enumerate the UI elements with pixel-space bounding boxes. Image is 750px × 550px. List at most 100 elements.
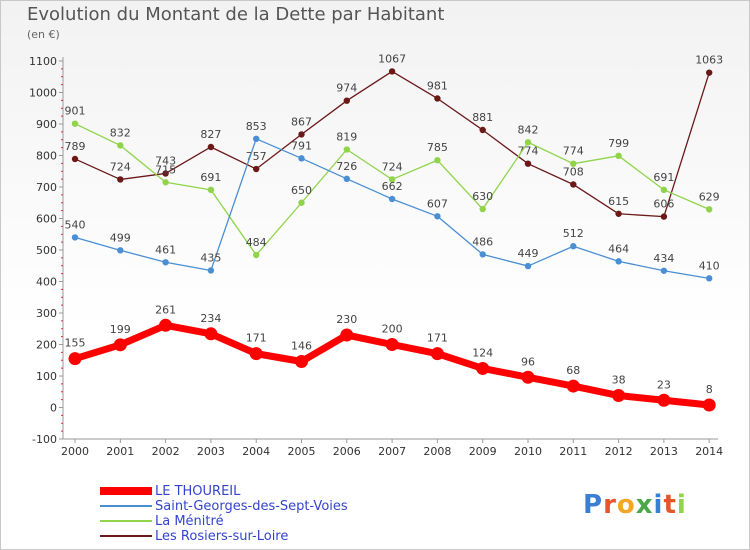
logo-letter: t [663,490,677,520]
data-point [706,69,713,76]
data-point [162,179,169,186]
legend-label: Saint-Georges-des-Sept-Voies [155,499,348,514]
data-point [702,398,716,412]
data-point [524,262,532,270]
data-point [706,275,713,282]
data-label: 486 [472,235,493,248]
data-point [159,318,173,332]
data-point [570,160,577,167]
data-label: 171 [246,332,267,345]
data-point [68,352,82,366]
chart-title: Evolution du Montant de la Dette par Hab… [27,4,445,25]
chart-subtitle: (en €) [27,28,60,41]
data-label: 785 [427,141,448,154]
logo-letter: i [676,490,687,520]
data-label: 512 [563,227,584,240]
data-label: 662 [382,180,403,193]
data-label: 842 [518,123,539,136]
data-point [71,155,79,163]
y-tick-label: 0 [50,402,57,415]
x-tick-label: 2008 [423,445,451,458]
x-tick-label: 2010 [514,445,542,458]
data-label: 881 [472,111,493,124]
logo-letter: i [653,490,664,520]
data-label: 819 [336,131,357,144]
data-label: 540 [65,218,86,231]
data-label: 630 [472,190,493,203]
data-point [476,361,490,375]
data-label: 499 [110,231,131,244]
y-tick-label: -100 [32,433,57,446]
logo-letter: o [616,490,636,520]
data-label: 38 [612,374,626,387]
data-label: 789 [65,140,86,153]
logo-letter: P [583,490,604,520]
y-tick-label: 600 [36,213,57,226]
data-label: 124 [472,346,493,359]
data-point [566,379,580,393]
data-label: 827 [200,128,221,141]
x-tick-label: 2011 [559,445,587,458]
data-point [570,243,577,250]
data-label: 853 [246,120,267,133]
proxiti-logo: Proxiti [583,490,687,520]
data-label: 261 [155,303,176,316]
data-point [253,251,260,259]
legend-label: La Ménitré [155,514,224,529]
logo-letter: x [635,490,654,520]
data-label: 901 [65,105,86,118]
data-point [117,142,124,149]
data-point [117,247,124,254]
data-label: 867 [291,115,312,128]
data-label: 68 [566,364,580,377]
data-label: 200 [382,323,403,336]
data-label: 1067 [378,52,406,65]
data-label: 146 [291,340,312,353]
data-label: 8 [706,383,713,396]
data-point [162,170,169,177]
data-label: 774 [563,145,584,158]
data-label: 434 [653,252,674,265]
y-tick-label: 300 [36,307,57,320]
data-label: 464 [608,242,629,255]
data-point [388,176,396,183]
x-tick-label: 2006 [333,445,361,458]
legend-swatch [100,520,152,522]
data-point [430,347,444,361]
data-label: 832 [110,126,131,139]
y-tick-label: 500 [36,244,57,257]
legend-label: LE THOUREIL [155,484,241,499]
data-label: 230 [336,313,357,326]
data-point [660,267,668,274]
data-point [162,259,169,266]
y-tick-label: 1100 [29,55,57,68]
data-label: 155 [65,337,86,350]
data-point [660,186,668,194]
data-label: 724 [110,160,131,173]
data-label: 23 [657,378,671,391]
x-tick-label: 2014 [695,445,723,458]
legend-swatch [100,487,152,495]
data-point [615,152,622,160]
data-point [434,95,441,102]
data-point [253,165,260,173]
data-point [113,338,127,352]
data-point [207,186,215,194]
data-point [434,213,441,220]
y-tick-label: 400 [36,276,57,289]
data-point [343,146,350,153]
data-point [660,213,668,220]
data-label: 199 [110,323,131,336]
data-label: 726 [336,160,357,173]
data-point [343,175,350,183]
data-label: 650 [291,184,312,197]
data-point [479,251,486,258]
y-tick-label: 1000 [29,87,57,100]
y-tick-label: 100 [36,370,57,383]
data-label: 234 [200,312,221,325]
data-label: 615 [608,195,629,208]
data-point [298,131,305,138]
legend-label: Les Rosiers-sur-Loire [155,529,289,544]
y-tick-label: 700 [36,181,57,194]
data-point [524,160,532,167]
